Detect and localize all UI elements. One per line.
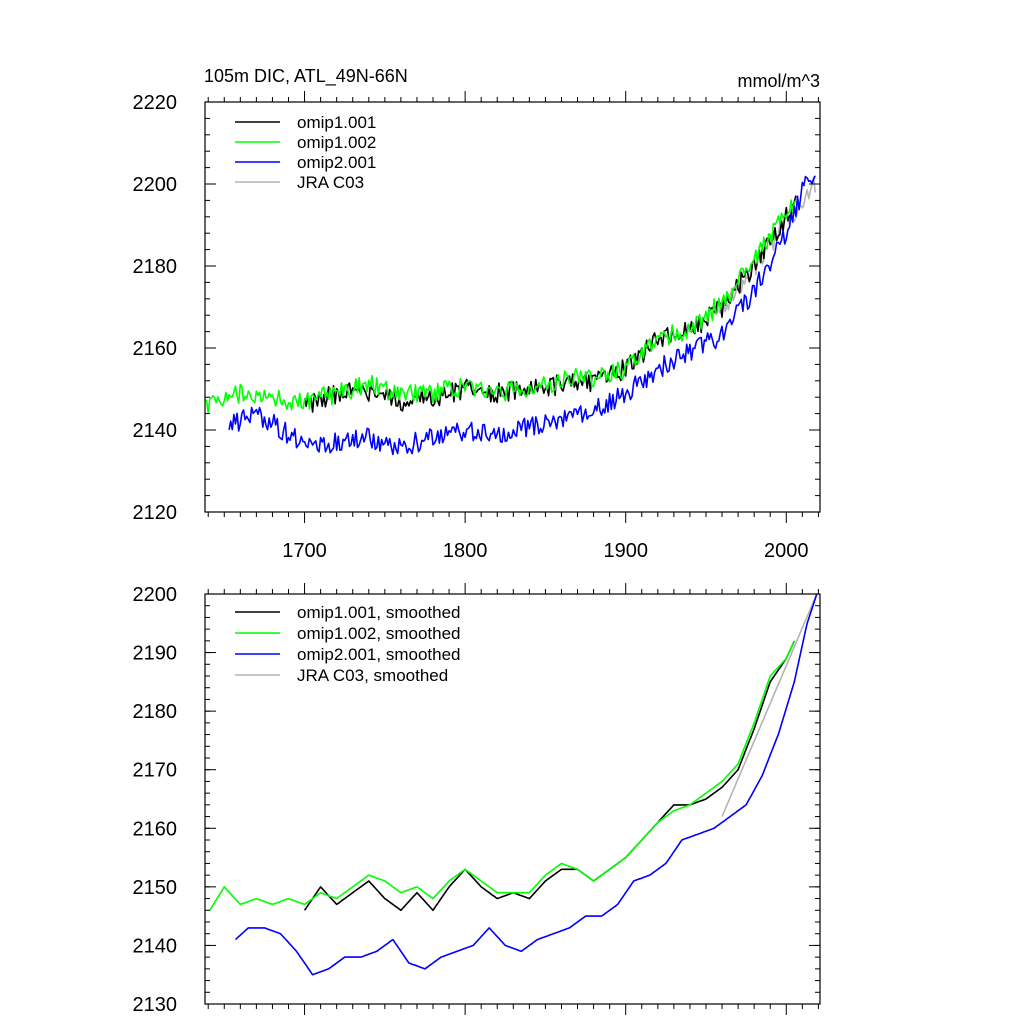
legend-label: omip2.001 — [297, 153, 376, 172]
legend-label: JRA C03, smoothed — [297, 666, 448, 685]
legend-label: JRA C03 — [297, 173, 364, 192]
x-tick-label: 1800 — [443, 540, 488, 562]
panel-units: mmol/m^3 — [738, 71, 820, 91]
x-tick-label: 2000 — [764, 540, 809, 562]
legend-item: omip1.001 — [235, 113, 376, 132]
panel-title: 105m DIC, ATL_49N-66N — [204, 66, 408, 87]
y-tick-label: 2170 — [133, 760, 178, 782]
series-layer — [204, 175, 816, 456]
y-tick-label: 2200 — [133, 174, 178, 196]
legend: omip1.001 omip1.002 omip2.001 JRA C03 — [235, 113, 376, 192]
series-line-omip2-001 — [234, 593, 818, 976]
legend-item: omip2.001, smoothed — [235, 645, 461, 664]
y-tick-label: 2190 — [133, 643, 178, 665]
series-line-omip1-002 — [204, 199, 797, 414]
legend-item: JRA C03 — [235, 173, 364, 192]
x-tick-label: 1900 — [603, 540, 648, 562]
y-tick-label: 2160 — [133, 818, 178, 840]
axes-layer: 2130 2140 2150 2160 2170 2180 2190 2200 — [133, 583, 820, 1016]
y-tick-label: 2160 — [133, 338, 178, 360]
y-tick-label: 2140 — [133, 935, 178, 957]
y-tick-label: 2150 — [133, 877, 178, 899]
y-tick-label: 2140 — [133, 420, 178, 442]
legend-item: omip2.001 — [235, 153, 376, 172]
series-line-jra-c03 — [721, 593, 818, 817]
top-panel: 105m DIC, ATL_49N-66N mmol/m^3 1700 1800 1… — [133, 66, 821, 562]
series-line-omip2-001 — [228, 175, 816, 456]
y-tick-label: 2120 — [133, 502, 178, 524]
series-line-omip1-001 — [303, 640, 796, 912]
plot-frame — [204, 101, 821, 513]
legend-label: omip1.001, smoothed — [297, 603, 461, 622]
legend-item: omip1.001, smoothed — [235, 603, 461, 622]
bottom-panel: 2130 2140 2150 2160 2170 2180 2190 2200 omip1.0… — [133, 583, 821, 1016]
legend-item: JRA C03, smoothed — [235, 666, 448, 685]
plot-frame — [204, 593, 821, 1005]
legend-item: omip1.002, smoothed — [235, 624, 461, 643]
series-layer — [209, 593, 818, 976]
legend-label: omip1.001 — [297, 113, 376, 132]
series-line-omip1-002 — [209, 640, 796, 911]
legend: omip1.001, smoothed omip1.002, smoothed … — [235, 603, 461, 685]
x-tick-label: 1700 — [282, 540, 327, 562]
legend-label: omip2.001, smoothed — [297, 645, 461, 664]
y-tick-label: 2180 — [133, 701, 178, 723]
y-tick-label: 2220 — [133, 92, 178, 114]
legend-label: omip1.002, smoothed — [297, 624, 461, 643]
axes-layer: 1700 1800 1900 2000 2120 2140 2160 2180 2200 2220 — [133, 91, 820, 562]
y-tick-label: 2200 — [133, 584, 178, 606]
legend-item: omip1.002 — [235, 133, 376, 152]
legend-label: omip1.002 — [297, 133, 376, 152]
y-tick-label: 2130 — [133, 994, 178, 1016]
y-tick-label: 2180 — [133, 256, 178, 278]
